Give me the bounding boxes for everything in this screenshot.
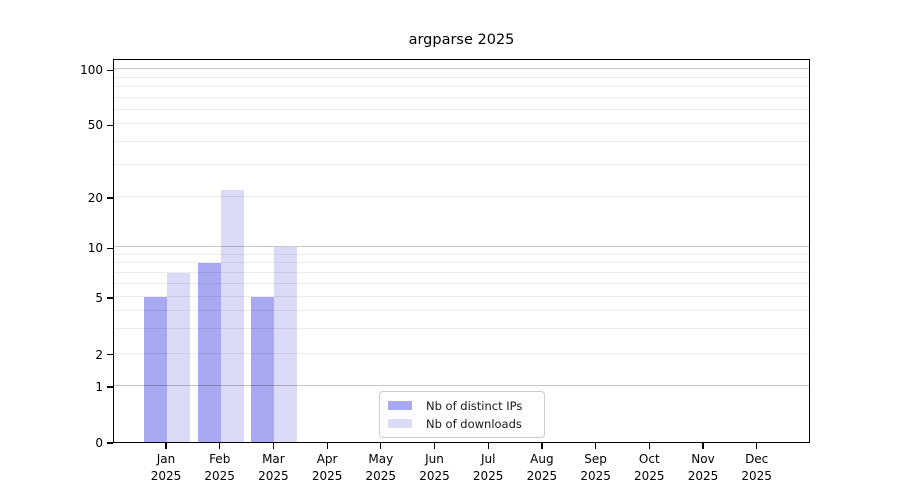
x-tick-mark-dec [756, 443, 758, 449]
legend: Nb of distinct IPs Nb of downloads [379, 391, 545, 438]
x-tick-label-jan: Jan 2025 [150, 452, 182, 483]
x-tick-label-aug: Aug 2025 [526, 452, 558, 483]
y-tick-label-2: 2 [95, 347, 103, 362]
y-tick-mark-2 [107, 354, 113, 356]
x-tick-mark-aug [541, 443, 543, 449]
y-tick-mark-0 [107, 442, 113, 444]
bar-distinct-ips-jan [144, 297, 167, 442]
legend-item-distinct-ips: Nb of distinct IPs [388, 398, 536, 413]
legend-item-downloads: Nb of downloads [388, 416, 536, 431]
gridline-minor-40 [114, 141, 809, 143]
bar-distinct-ips-feb [197, 263, 221, 442]
legend-swatch-distinct-ips [388, 400, 412, 411]
gridline-minor-20 [114, 196, 809, 197]
y-tick-label-5: 5 [95, 291, 103, 305]
y-tick-label-0: 0 [95, 436, 103, 450]
y-tick-label-10: 10 [87, 241, 103, 256]
x-tick-label-oct: Oct 2025 [634, 452, 665, 483]
gridline-major-100 [114, 68, 809, 70]
gridline-minor-50 [114, 123, 809, 125]
bar-distinct-ips-mar [251, 297, 275, 442]
bar-downloads-mar [274, 247, 298, 442]
x-tick-label-feb: Feb 2025 [204, 452, 235, 483]
x-tick-label-jul: Jul 2025 [472, 452, 504, 483]
y-tick-label-50: 50 [87, 118, 103, 133]
x-tick-label-dec: Dec 2025 [741, 452, 772, 483]
y-tick-mark-1 [107, 386, 113, 388]
legend-label-downloads: Nb of downloads [426, 416, 522, 431]
gridline-minor-80 [114, 86, 809, 88]
x-tick-mark-feb [219, 443, 221, 449]
legend-label-distinct-ips: Nb of distinct IPs [426, 398, 523, 413]
plot-area: Nb of distinct IPs Nb of downloads [113, 59, 810, 443]
bar-downloads-jan [167, 272, 190, 442]
x-tick-mark-may [380, 443, 382, 449]
x-tick-label-sep: Sep 2025 [580, 452, 611, 483]
x-tick-mark-nov [702, 443, 704, 449]
x-tick-label-nov: Nov 2025 [687, 452, 719, 483]
y-tick-mark-100 [107, 69, 113, 72]
x-tick-label-apr: Apr 2025 [311, 452, 343, 483]
legend-swatch-downloads [388, 418, 412, 429]
y-tick-mark-5 [107, 297, 113, 299]
y-tick-label-20: 20 [87, 191, 103, 205]
x-tick-mark-jul [487, 443, 489, 449]
chart-title: argparse 2025 [408, 32, 515, 48]
bar-downloads-feb [220, 189, 244, 442]
y-tick-mark-10 [107, 247, 113, 249]
x-tick-mark-sep [595, 443, 597, 449]
gridline-minor-70 [114, 96, 809, 98]
gridline-major-10 [114, 246, 809, 248]
x-tick-mark-mar [272, 443, 275, 449]
gridline-minor-90 [114, 76, 809, 78]
gridline-minor-60 [114, 108, 809, 110]
y-tick-label-100: 100 [80, 63, 103, 78]
x-tick-mark-oct [648, 443, 650, 449]
x-tick-label-may: May 2025 [365, 452, 397, 483]
x-tick-label-jun: Jun 2025 [419, 452, 450, 483]
gridline-minor-30 [114, 163, 809, 165]
y-tick-mark-20 [107, 197, 113, 199]
x-tick-label-mar: Mar 2025 [258, 452, 289, 483]
x-tick-mark-apr [326, 443, 328, 449]
gridline-minor-9 [114, 253, 809, 255]
y-tick-mark-50 [107, 124, 113, 126]
x-tick-mark-jun [433, 443, 436, 449]
y-tick-label-1: 1 [95, 380, 103, 394]
x-tick-mark-jan [165, 443, 167, 449]
